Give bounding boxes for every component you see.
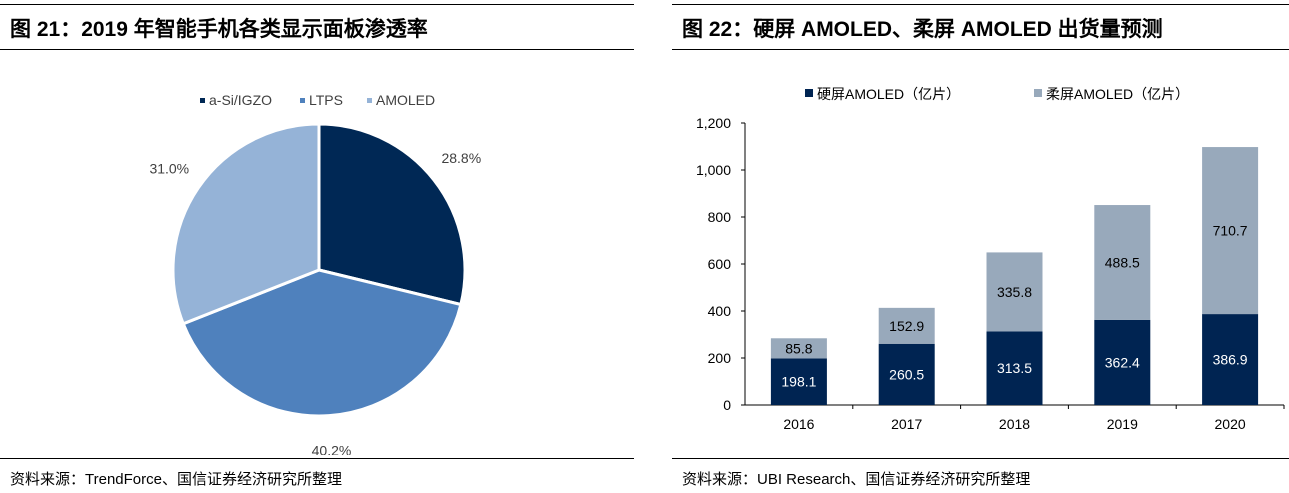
- bar-chart: 硬屏AMOLED（亿片） 柔屏AMOLED（亿片） 0 200 400 600 800 1,0…: [696, 86, 1285, 432]
- source-note: 资料来源：UBI Research、国信证券经济研究所整理: [682, 471, 1031, 488]
- data-label: 260.5: [889, 366, 924, 382]
- divider: [0, 458, 634, 459]
- x-tick-label: 2016: [783, 416, 814, 432]
- data-label: 488.5: [1105, 254, 1140, 270]
- pie-slice: [181, 268, 463, 418]
- pie-slice: [317, 122, 467, 307]
- x-tick-label: 2017: [891, 416, 922, 432]
- x-tick-label: 2019: [1107, 416, 1138, 432]
- data-label: 152.9: [889, 318, 924, 334]
- data-label: 31.0%: [149, 160, 189, 176]
- legend-label: AMOLED: [376, 92, 435, 108]
- right-panel: 图 22：硬屏 AMOLED、柔屏 AMOLED 出货量预测 硬屏AMOLED（…: [672, 0, 1289, 493]
- bar-segment: [1094, 205, 1151, 320]
- x-tick-label: 2018: [999, 416, 1030, 432]
- data-label: 28.8%: [441, 150, 481, 166]
- legend-marker: [1034, 89, 1042, 97]
- source-note: 资料来源：TrendForce、国信证券经济研究所整理: [10, 471, 342, 488]
- data-label: 335.8: [997, 284, 1032, 300]
- y-tick-label: 800: [708, 209, 732, 225]
- bar-segment: [1202, 147, 1259, 315]
- bar-segment: [770, 338, 827, 359]
- legend-marker: [367, 98, 372, 103]
- y-tick-label: 200: [708, 350, 732, 366]
- pie-chart: a-Si/IGZO LTPS AMOLED 28.8% 40.2% 31.0%: [149, 92, 481, 455]
- data-label: 85.8: [785, 340, 812, 356]
- divider: [672, 49, 1289, 50]
- x-tick-label: 2020: [1215, 416, 1246, 432]
- bar-segment: [986, 252, 1043, 332]
- pie-slice: [171, 122, 321, 326]
- divider: [672, 4, 1289, 5]
- data-label: 362.4: [1105, 354, 1140, 370]
- divider: [672, 458, 1289, 459]
- y-tick-label: 1,200: [696, 115, 731, 131]
- bar-segment: [1202, 314, 1259, 405]
- bar-segment: [1094, 319, 1151, 405]
- data-label: 313.5: [997, 360, 1032, 376]
- bar-segment: [878, 307, 935, 344]
- y-tick-label: 400: [708, 303, 732, 319]
- legend-label: LTPS: [309, 92, 343, 108]
- y-tick-label: 1,000: [696, 162, 731, 178]
- divider: [0, 49, 634, 50]
- legend-marker: [805, 89, 813, 97]
- legend-label: 柔屏AMOLED（亿片）: [1046, 86, 1189, 102]
- data-label: 40.2%: [312, 443, 352, 455]
- data-label: 198.1: [781, 374, 816, 390]
- legend-marker: [200, 98, 205, 103]
- y-tick-label: 600: [708, 256, 732, 272]
- figure-title: 图 22：硬屏 AMOLED、柔屏 AMOLED 出货量预测: [682, 18, 1163, 41]
- bar-segment: [878, 343, 935, 405]
- bar-segment: [770, 358, 827, 405]
- data-label: 710.7: [1213, 223, 1248, 239]
- data-label: 386.9: [1213, 352, 1248, 368]
- legend-label: a-Si/IGZO: [209, 92, 272, 108]
- divider: [0, 4, 634, 5]
- y-tick-label: 0: [723, 397, 731, 413]
- legend-marker: [300, 98, 305, 103]
- legend-label: 硬屏AMOLED（亿片）: [817, 86, 960, 102]
- figure-title: 图 21：2019 年智能手机各类显示面板渗透率: [10, 18, 428, 41]
- left-panel: 图 21：2019 年智能手机各类显示面板渗透率 a-Si/IGZO LTPS AM…: [0, 0, 634, 493]
- bar-segment: [986, 331, 1043, 405]
